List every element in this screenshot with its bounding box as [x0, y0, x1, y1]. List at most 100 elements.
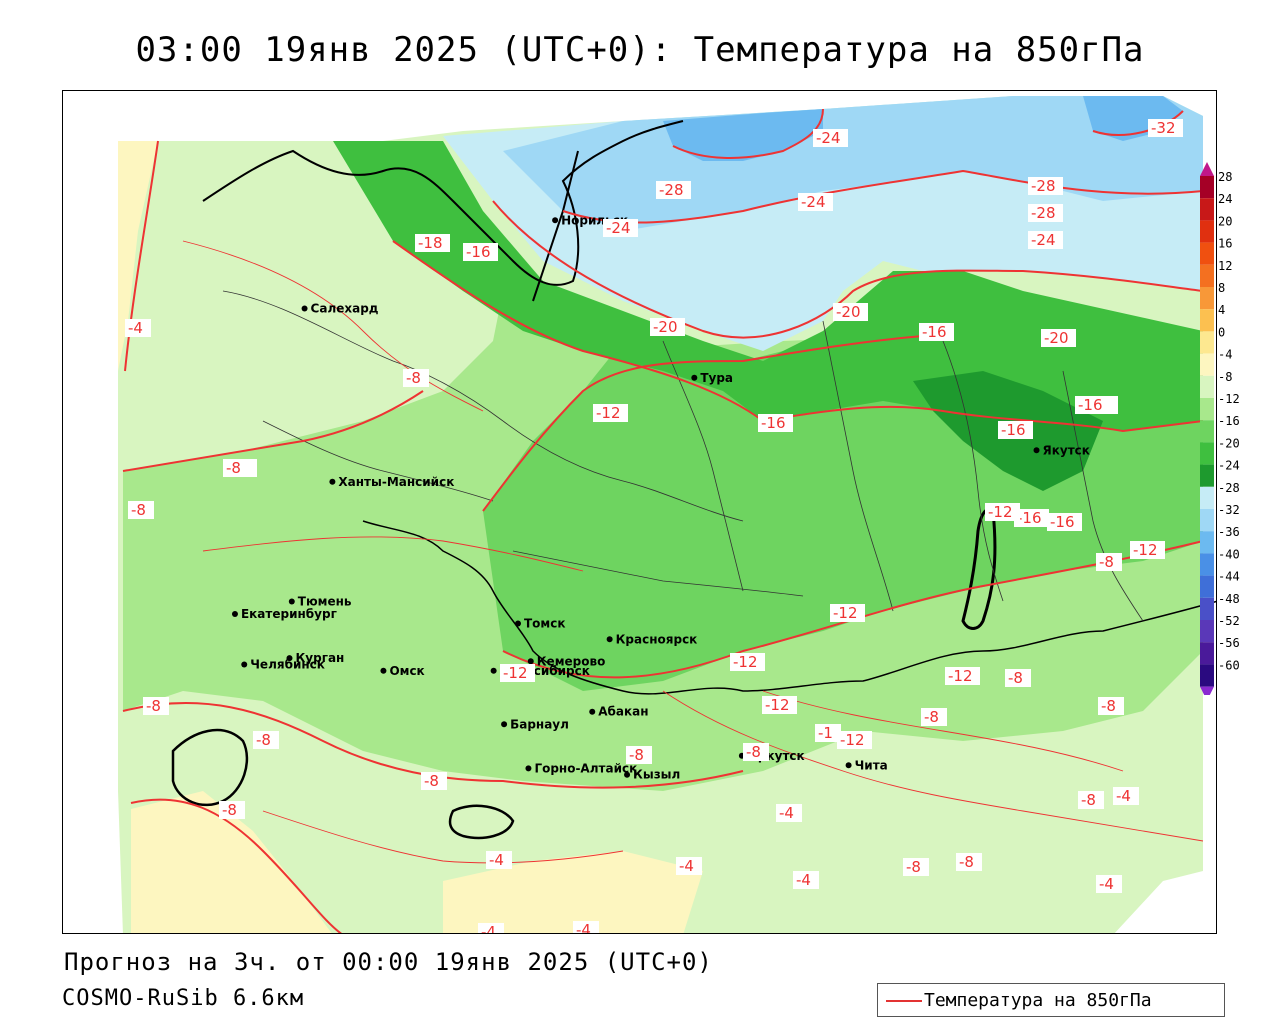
- contour-label-bg: [730, 653, 765, 671]
- contour-label-bg: [219, 801, 245, 819]
- isotherm-minus16: [392, 240, 1204, 433]
- colorbar-swatch: [1200, 575, 1214, 598]
- contour-label-text: -32: [1151, 119, 1176, 137]
- contour-value-label: -12: [500, 664, 535, 682]
- contour-label-bg: [573, 921, 599, 933]
- contour-value-label: -8: [1005, 669, 1031, 687]
- contour-label-bg: [998, 421, 1033, 439]
- colorbar-swatch: [1200, 309, 1214, 332]
- contour-label-bg: [1047, 513, 1082, 531]
- isotherm-thin-2: [202, 536, 584, 572]
- city-label: Кызыл: [633, 768, 680, 782]
- contour-label-text: -20: [653, 318, 678, 336]
- colorbar-swatch: [1200, 287, 1214, 310]
- contour-value-label: -4: [1113, 787, 1139, 805]
- contour-label-text: -28: [1031, 204, 1056, 222]
- contour-value-label: -8: [421, 772, 447, 790]
- colorbar-swatch: [1200, 220, 1214, 243]
- contour-value-label: -16: [1075, 396, 1110, 414]
- contour-label-bg: [1130, 541, 1165, 559]
- contour-label-bg: [758, 414, 793, 432]
- colorbar-tick-label: -48: [1218, 592, 1240, 606]
- contour-value-label: -4: [793, 871, 819, 889]
- isotherm-minus8-south: [122, 701, 744, 789]
- city-dot: [241, 661, 248, 668]
- colorbar-swatch: [1200, 198, 1214, 221]
- contour-value-label: -20: [833, 303, 868, 321]
- contour-value-label: -24: [798, 193, 833, 211]
- contour-label-text: -8: [1101, 697, 1116, 715]
- contour-label-bg: [1028, 231, 1063, 249]
- contour-label-bg: [593, 404, 628, 422]
- region-borders: [222, 290, 1144, 622]
- colorbar-tick-label: 4: [1218, 303, 1225, 317]
- contour-label-bg: [1148, 119, 1183, 137]
- city-marker: Чита: [845, 758, 888, 772]
- contour-value-label: -28: [656, 181, 691, 199]
- city-marker: Барнаул: [501, 717, 569, 731]
- contour-label-text: -4: [779, 804, 794, 822]
- temperature-map: СалехардНорильскЯкутскТураХанты-Мансийск…: [118, 96, 1216, 933]
- contour-label-text: -16: [466, 243, 491, 261]
- contour-value-label: -28: [1028, 177, 1063, 195]
- colorbar-scale: 28 24 20 16 12 8 4 0 -4 -8 -12 -16 -20 -24 -28 -32 -36 -4…: [1200, 162, 1240, 701]
- colorbar-swatch: [1200, 664, 1214, 687]
- isotherm-minus4-south: [130, 798, 343, 933]
- contour-label-text: -8: [406, 369, 421, 387]
- contour-value-label: -12: [830, 604, 865, 622]
- colorbar-swatch: [1200, 464, 1214, 487]
- isotherm-minus28: [672, 108, 824, 159]
- contour-label-text: -8: [424, 772, 439, 790]
- contour-value-label: -4: [125, 319, 151, 337]
- contour-label-bg: [1005, 669, 1031, 687]
- contour-label-layer: -24-32-28-24-28-28-24-24-18 -16-20-20-16-…: [125, 119, 1183, 933]
- contour-value-label: -8: [1098, 697, 1124, 715]
- colorbar-tick-label: -24: [1218, 459, 1240, 473]
- city-dot: [231, 611, 238, 618]
- colorbar-swatch: [1200, 375, 1214, 398]
- contour-label-bg: [833, 303, 868, 321]
- city-dot: [589, 708, 596, 715]
- contour-label-text: -12: [1133, 541, 1158, 559]
- forecast-info: Прогноз на 3ч. от 00:00 19янв 2025 (UTC+…: [64, 948, 713, 976]
- contour-value-label: -24: [603, 219, 638, 237]
- contour-label-bg: [1096, 875, 1122, 893]
- colorbar-tick-label: -60: [1218, 658, 1240, 672]
- contour-label-bg: [143, 697, 169, 715]
- contour-label-bg: [1098, 697, 1124, 715]
- colorbar-swatch: [1200, 597, 1214, 620]
- contour-value-label: -8: [403, 369, 429, 387]
- colorbar-tick-label: -16: [1218, 414, 1240, 428]
- contour-label-bg: [478, 923, 504, 933]
- city-dot: [301, 305, 308, 312]
- city-dot: [845, 762, 852, 769]
- city-marker: Салехард: [301, 302, 379, 316]
- contour-label-text: -16: [922, 323, 947, 341]
- colorbar-swatch: [1200, 486, 1214, 509]
- contour-label-bg: [919, 323, 954, 341]
- contour-label-text: -18: [418, 234, 443, 252]
- city-marker: Томск: [515, 617, 566, 631]
- legend-line-swatch: [886, 1000, 922, 1002]
- contour-label-text: -1: [818, 724, 833, 742]
- city-label: Томск: [524, 617, 566, 631]
- isotherm-minus20: [492, 200, 1204, 339]
- contour-value-label: -12: [762, 696, 797, 714]
- contour-label-text: -8: [629, 746, 644, 764]
- contour-label-text: -20: [1044, 329, 1069, 347]
- contour-label-text: -8: [1008, 669, 1023, 687]
- contour-label-bg: [1028, 177, 1063, 195]
- isotherm-minus24: [562, 169, 1204, 224]
- colorbar-swatch: [1200, 642, 1214, 665]
- contour-value-label: -8: [743, 743, 769, 761]
- contour-label-bg: [837, 731, 872, 749]
- city-layer: СалехардНорильскЯкутскТураХанты-Мансийск…: [231, 213, 1090, 782]
- colorbar-swatch: [1200, 398, 1214, 421]
- contour-label-text: -16: [1001, 421, 1026, 439]
- baikal-lake: [961, 507, 997, 630]
- colorbar-tick-label: -20: [1218, 436, 1240, 450]
- contour-label-bg: [1075, 396, 1110, 414]
- colorbar-tick-label: 28: [1218, 170, 1232, 184]
- contour-label-bg: [776, 804, 802, 822]
- contour-value-label: -4: [776, 804, 802, 822]
